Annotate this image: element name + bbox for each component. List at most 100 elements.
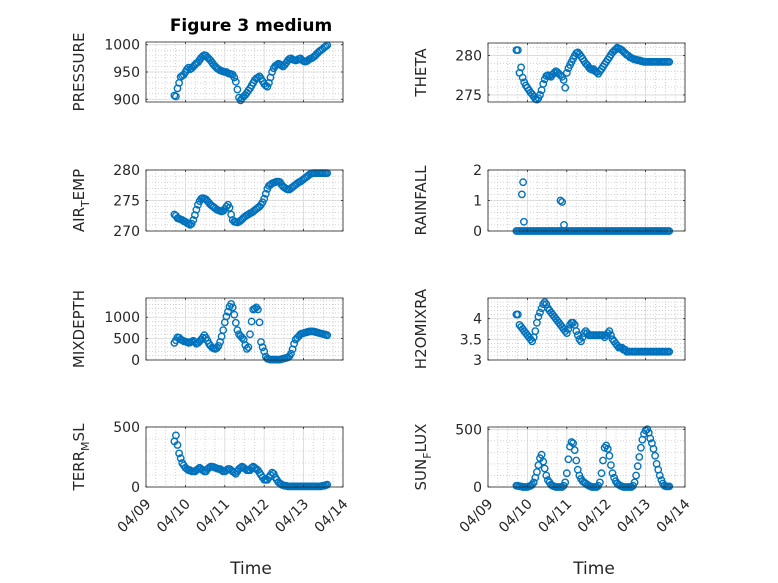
- data-point: [570, 446, 579, 454]
- data-point: [559, 76, 568, 84]
- data-point: [171, 92, 180, 101]
- y-tick-label: 3: [473, 353, 482, 369]
- data-point: [173, 441, 182, 449]
- subplot-theta: 275 280 THETA: [412, 42, 686, 104]
- y-axis-label-subscript: F: [421, 452, 434, 458]
- x-tick-label: 04/11: [193, 496, 233, 536]
- x-tick-label: 04/11: [535, 496, 575, 536]
- data-point: [556, 196, 565, 205]
- data-point: [233, 326, 242, 334]
- y-tick-label: 275: [113, 194, 140, 210]
- data-point: [655, 471, 664, 480]
- x-tick-label: 04/09: [115, 496, 155, 536]
- subplot-h2omixra: 3 3.5 4 H2OMIXRA: [412, 288, 686, 369]
- data-point: [323, 331, 332, 340]
- x-tick-label: 04/12: [233, 496, 273, 536]
- data-point: [539, 80, 548, 88]
- y-axis-label: TERRMSL: [70, 423, 92, 492]
- data-point: [247, 463, 256, 472]
- data-point: [605, 327, 614, 335]
- data-point: [539, 457, 548, 466]
- data-point: [260, 194, 269, 203]
- y-tick-label: 3.5: [460, 332, 482, 348]
- data-point: [607, 461, 615, 469]
- data-point: [651, 451, 659, 460]
- data-point: [518, 190, 526, 199]
- data-point: [194, 465, 202, 473]
- x-tick-label: 04/14: [312, 496, 352, 536]
- data-point: [550, 69, 559, 77]
- data-point: [247, 317, 256, 326]
- data-point: [597, 469, 606, 478]
- x-tick-label: 04/09: [457, 496, 497, 536]
- data-point: [230, 310, 239, 319]
- data-point: [536, 91, 544, 99]
- data-point: [630, 478, 639, 487]
- data-point: [514, 310, 522, 319]
- data-point: [561, 478, 570, 487]
- data-point: [646, 434, 655, 443]
- data-point: [607, 331, 615, 340]
- data-point: [562, 69, 571, 77]
- y-tick-label: 275: [455, 88, 482, 104]
- data-point: [558, 198, 566, 206]
- data-point: [596, 478, 604, 487]
- data-point: [260, 347, 269, 356]
- y-tick-label: 270: [113, 224, 140, 240]
- data-point: [175, 449, 184, 458]
- data-point: [268, 68, 276, 76]
- x-tick-label: 04/10: [154, 496, 194, 536]
- data-point: [189, 216, 198, 224]
- data-point: [246, 330, 254, 339]
- y-tick-label: 280: [113, 163, 140, 179]
- data-point: [321, 42, 330, 51]
- data-point: [665, 58, 674, 66]
- data-point: [608, 469, 617, 478]
- data-point: [561, 83, 570, 92]
- x-tick-label: 04/13: [272, 496, 312, 536]
- data-point: [242, 344, 251, 353]
- data-point: [542, 471, 551, 480]
- y-axis-label-subscript: M: [79, 441, 92, 451]
- data-point: [183, 65, 191, 74]
- data-point: [253, 305, 262, 314]
- subplot-pressure: 900 950 1000 PRESSURE: [70, 33, 344, 111]
- subplot-air-temp: 270 275 280 AIRTEMP: [70, 163, 344, 240]
- data-point: [257, 338, 265, 346]
- y-tick-label: 1000: [104, 310, 140, 326]
- x-tick-label: 04/13: [614, 496, 654, 536]
- y-axis-label-subscript: T: [79, 200, 92, 208]
- data-point: [233, 85, 242, 94]
- y-axis-label-part: SL: [70, 423, 88, 442]
- plot-area: [488, 43, 685, 102]
- data-point: [261, 189, 270, 198]
- data-point: [540, 464, 549, 473]
- data-point: [236, 463, 245, 472]
- y-tick-label: 500: [455, 422, 482, 438]
- subplot-sun-flux: 0 500 SUNFLUX 04/09 04/10 04/11 04/12 04/13 04/1…: [412, 422, 694, 536]
- y-axis-label: THETA: [412, 48, 430, 98]
- data-point: [537, 450, 546, 459]
- data-point: [665, 482, 674, 491]
- data-point: [176, 454, 185, 463]
- data-point: [222, 312, 231, 321]
- data-point: [192, 205, 201, 214]
- data-point: [290, 339, 298, 348]
- y-axis-label: MIXDEPTH: [70, 290, 88, 368]
- y-tick-label: 1000: [104, 38, 140, 54]
- data-point: [542, 300, 551, 309]
- y-axis-label: SUNFLUX: [412, 424, 434, 491]
- y-tick-label: 0: [131, 480, 140, 496]
- data-point: [633, 462, 642, 471]
- data-point: [637, 443, 645, 452]
- data-point: [562, 469, 571, 478]
- data-point: [577, 337, 585, 346]
- axes-box: [487, 426, 686, 488]
- data-point: [263, 82, 272, 91]
- y-tick-label: 280: [455, 49, 482, 65]
- y-axis-label-part: SUN: [412, 459, 430, 491]
- data-point: [514, 46, 522, 54]
- y-axis-label-part: AIR: [70, 207, 88, 232]
- data-point: [184, 63, 193, 72]
